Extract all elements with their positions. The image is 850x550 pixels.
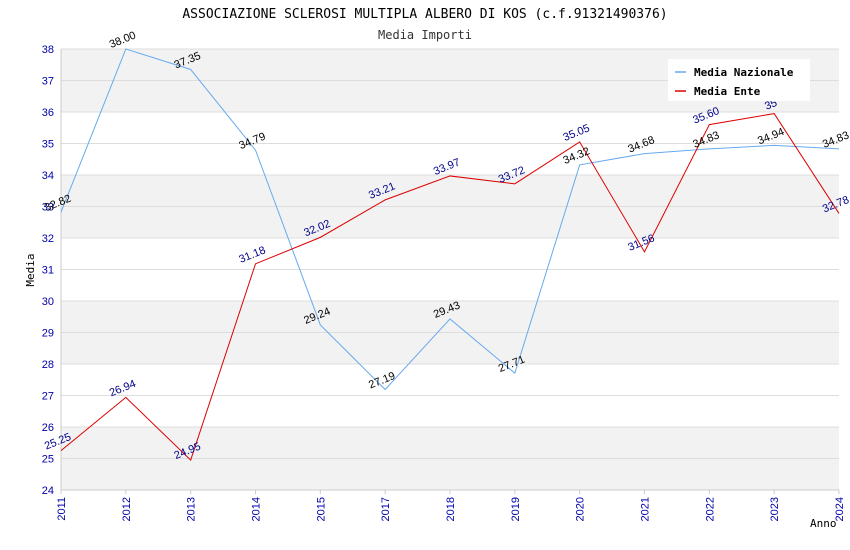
series-line-0 bbox=[60, 48, 840, 391]
x-tick-label: 2020 bbox=[575, 497, 587, 521]
legend-entry-1: Media Ente bbox=[694, 85, 761, 98]
x-tick-label: 2022 bbox=[704, 497, 716, 521]
y-axis-ticks: 24 25 26 27 28 29 30 31 32 33 34 35 36 37 38 bbox=[42, 44, 54, 497]
y-tick-label: 29 bbox=[42, 328, 54, 340]
y-tick-label: 24 bbox=[42, 485, 54, 497]
data-label: 34.94 bbox=[756, 126, 786, 147]
legend-box bbox=[668, 59, 810, 101]
x-tick-label: 2013 bbox=[186, 497, 198, 521]
y-axis-title: Media bbox=[24, 253, 37, 286]
x-tick-label: 2017 bbox=[380, 497, 392, 521]
legend-entry-0: Media Nazionale bbox=[694, 66, 794, 79]
x-tick-label: 2021 bbox=[640, 497, 652, 521]
y-tick-label: 35 bbox=[42, 139, 54, 151]
y-tick-label: 31 bbox=[42, 265, 54, 277]
chart-title: ASSOCIAZIONE SCLEROSI MULTIPLA ALBERO DI… bbox=[182, 7, 667, 22]
x-tick-label: 2014 bbox=[251, 497, 263, 521]
legend: Media Nazionale Media Ente bbox=[668, 59, 810, 101]
data-label: 31.18 bbox=[237, 244, 267, 265]
x-axis-title: Anno bbox=[810, 517, 837, 530]
series-line-1 bbox=[60, 113, 840, 461]
data-label: 34.83 bbox=[691, 129, 721, 150]
y-tick-label: 26 bbox=[42, 422, 54, 434]
plot-band bbox=[61, 206, 839, 238]
series-group bbox=[60, 48, 840, 461]
plot-band bbox=[61, 458, 839, 490]
x-tick-label: 2015 bbox=[315, 497, 327, 521]
grid-lines bbox=[60, 48, 839, 491]
x-tick-label: 2023 bbox=[769, 497, 781, 521]
x-tick-label: 2012 bbox=[121, 497, 133, 521]
y-tick-label: 32 bbox=[42, 233, 54, 245]
plot-band bbox=[61, 332, 839, 364]
y-tick-label: 27 bbox=[42, 391, 54, 403]
y-tick-label: 33 bbox=[42, 202, 54, 214]
y-tick-label: 38 bbox=[42, 44, 54, 56]
data-label: 34.68 bbox=[626, 134, 656, 155]
y-tick-label: 25 bbox=[42, 454, 54, 466]
data-label: 38.00 bbox=[108, 29, 138, 50]
plot-band bbox=[61, 427, 839, 459]
x-tick-label: 2011 bbox=[56, 497, 68, 521]
y-tick-label: 28 bbox=[42, 359, 54, 371]
x-tick-label: 2018 bbox=[445, 497, 457, 521]
data-label: 35.05 bbox=[562, 122, 592, 143]
plot-band bbox=[61, 301, 839, 333]
y-tick-label: 30 bbox=[42, 296, 54, 308]
y-tick-label: 36 bbox=[42, 107, 54, 119]
x-axis-ticks: 2011 2012 2013 2014 2015 2017 2018 2019 2020 2021… bbox=[56, 490, 846, 521]
x-tick-label: 2024 bbox=[834, 497, 846, 521]
y-tick-label: 37 bbox=[42, 76, 54, 88]
plot-band bbox=[61, 175, 839, 207]
x-tick-label: 2019 bbox=[510, 497, 522, 521]
chart-subtitle: Media Importi bbox=[378, 28, 472, 42]
data-label: 27.19 bbox=[367, 370, 397, 391]
y-tick-label: 34 bbox=[42, 170, 54, 182]
data-label: 34.83 bbox=[821, 129, 850, 150]
data-label: 26.94 bbox=[108, 378, 138, 399]
